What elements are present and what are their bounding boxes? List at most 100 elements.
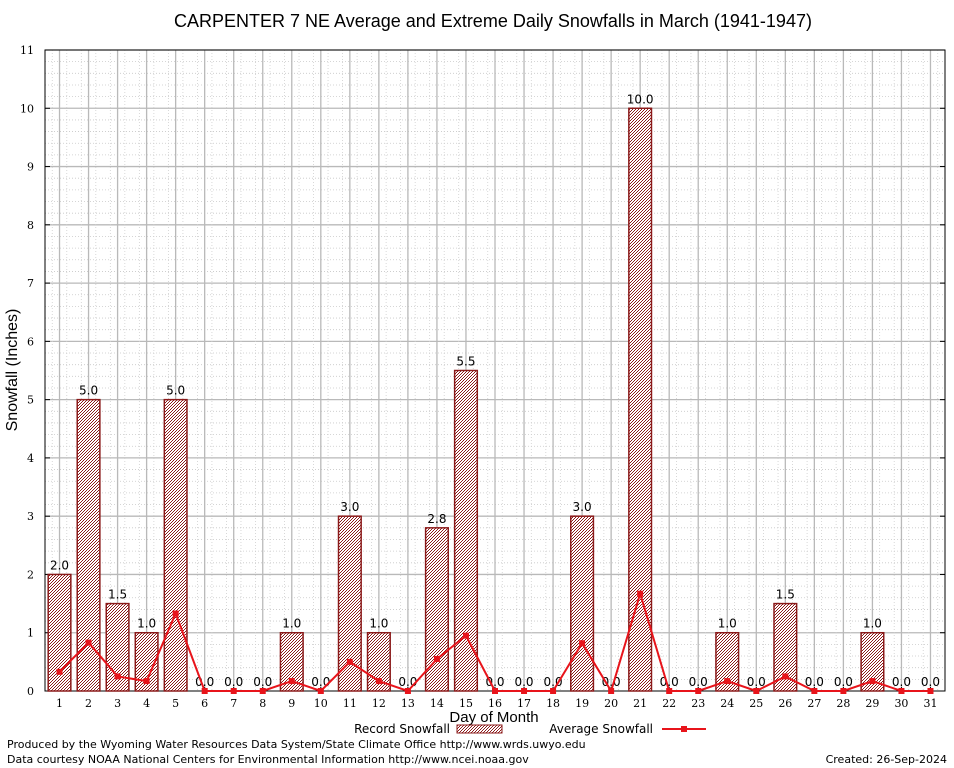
x-tick-label: 23 xyxy=(691,697,705,710)
bar-value-label: 5.5 xyxy=(456,355,475,369)
footer-created-date: Created: 26-Sep-2024 xyxy=(825,753,947,766)
y-tick-label: 9 xyxy=(27,161,34,174)
average-point xyxy=(230,688,237,694)
x-tick-label: 21 xyxy=(633,697,647,710)
average-point xyxy=(56,668,63,675)
legend-record-label: Record Snowfall xyxy=(354,722,450,736)
x-tick-label: 7 xyxy=(230,697,237,710)
x-axis-label: Day of Month xyxy=(449,709,538,726)
x-tick-label: 17 xyxy=(517,697,531,710)
record-bar xyxy=(424,527,450,692)
x-tick-label: 3 xyxy=(114,697,121,710)
record-bar xyxy=(337,515,362,692)
x-tick-label: 13 xyxy=(401,697,415,710)
average-point xyxy=(375,678,382,685)
x-tick-label: 27 xyxy=(807,697,821,710)
record-bar xyxy=(134,631,159,692)
bar-value-label: 5.0 xyxy=(166,384,185,398)
bar-value-label: 1.0 xyxy=(863,617,882,631)
average-point xyxy=(521,688,528,694)
average-point xyxy=(782,673,789,680)
x-tick-label: 14 xyxy=(430,697,444,710)
average-point xyxy=(492,688,498,694)
average-point xyxy=(259,688,266,694)
x-tick-label: 18 xyxy=(546,697,560,710)
footer-producer-credit: Produced by the Wyoming Water Resources … xyxy=(7,738,586,751)
bar-value-label: 0.0 xyxy=(253,675,272,689)
average-point xyxy=(637,590,644,597)
x-tick-label: 25 xyxy=(749,697,763,710)
y-tick-label: 3 xyxy=(27,510,34,523)
legend-average-marker xyxy=(681,726,687,732)
average-point xyxy=(433,655,440,662)
bar-value-label: 0.0 xyxy=(602,675,621,689)
record-bar xyxy=(570,515,595,692)
x-tick-label: 12 xyxy=(372,697,386,710)
y-tick-label: 1 xyxy=(27,627,34,640)
average-point xyxy=(85,639,92,646)
y-tick-label: 8 xyxy=(27,219,34,232)
x-tick-label: 8 xyxy=(259,697,266,710)
bar-value-label: 0.0 xyxy=(747,675,766,689)
x-tick-label: 22 xyxy=(662,697,676,710)
bar-value-label: 0.0 xyxy=(805,675,824,689)
average-point xyxy=(927,688,934,694)
bar-value-label: 0.0 xyxy=(689,675,708,689)
bar-value-label: 1.0 xyxy=(718,617,737,631)
y-tick-label: 5 xyxy=(27,394,34,407)
x-tick-label: 4 xyxy=(143,697,150,710)
average-point xyxy=(753,688,760,694)
average-point xyxy=(317,688,324,694)
x-tick-label: 24 xyxy=(720,697,734,710)
y-tick-label: 2 xyxy=(27,568,34,581)
x-tick-label: 10 xyxy=(314,697,328,710)
y-axis-label: Snowfall (Inches) xyxy=(4,309,21,432)
bar-value-label: 0.0 xyxy=(485,675,504,689)
average-point xyxy=(898,688,905,694)
bar-value-label: 0.0 xyxy=(195,675,214,689)
record-bar xyxy=(860,631,885,692)
average-point xyxy=(346,658,353,665)
x-tick-label: 29 xyxy=(865,697,879,710)
y-tick-label: 6 xyxy=(27,335,34,348)
bar-value-label: 0.0 xyxy=(660,675,679,689)
record-bar xyxy=(628,107,653,692)
x-tick-label: 5 xyxy=(172,697,179,710)
average-point xyxy=(579,640,586,647)
average-point xyxy=(462,632,469,639)
y-tick-label: 7 xyxy=(27,277,34,290)
bar-value-label: 3.0 xyxy=(573,500,592,514)
x-tick-label: 1 xyxy=(56,697,63,710)
x-tick-label: 6 xyxy=(201,697,208,710)
legend: Record Snowfall Average Snowfall xyxy=(354,722,706,736)
bar-value-label: 10.0 xyxy=(627,92,654,106)
x-tick-label: 11 xyxy=(343,697,357,710)
record-bar xyxy=(76,398,101,692)
average-point xyxy=(143,678,150,685)
record-bar xyxy=(279,631,304,692)
y-tick-label: 0 xyxy=(27,685,34,698)
bar-value-label: 0.0 xyxy=(892,675,911,689)
bar-value-label: 0.0 xyxy=(834,675,853,689)
x-tick-label: 20 xyxy=(604,697,618,710)
chart-title: CARPENTER 7 NE Average and Extreme Daily… xyxy=(174,11,812,31)
legend-average-label: Average Snowfall xyxy=(549,722,653,736)
x-tick-label: 19 xyxy=(575,697,589,710)
average-point xyxy=(840,688,847,694)
bar-value-label: 1.5 xyxy=(108,588,127,602)
bar-value-label: 1.5 xyxy=(776,588,795,602)
average-point xyxy=(724,678,731,685)
average-point xyxy=(695,688,702,694)
record-bar xyxy=(453,369,479,692)
x-tick-label: 31 xyxy=(923,697,937,710)
average-point xyxy=(201,688,208,694)
x-tick-label: 16 xyxy=(488,697,502,710)
record-bar xyxy=(773,602,798,692)
x-tick-label: 9 xyxy=(288,697,295,710)
y-tick-label: 10 xyxy=(20,102,34,115)
bar-value-label: 1.0 xyxy=(282,617,301,631)
bar-value-labels: 2.0 5.0 1.5 1.0 5.0 0.0 0.0 0.0 1.0 0.0 3.0 1.0 0.0 2… xyxy=(50,92,940,689)
average-line xyxy=(56,590,934,694)
average-point xyxy=(172,610,179,617)
